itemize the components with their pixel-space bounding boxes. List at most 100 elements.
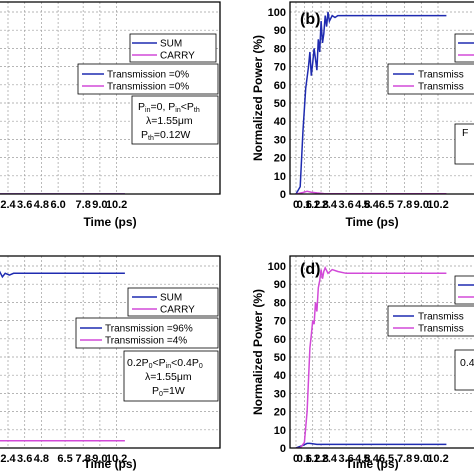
x-tick-label: 3.6: [17, 453, 32, 465]
annotation-power: P0=1W: [152, 385, 185, 398]
legend-transmission-carry: Transmission =4%: [105, 336, 187, 347]
y-tick-label: 10: [274, 425, 286, 437]
legend-transmission-sum: Transmiss: [418, 70, 464, 81]
panel-d-series: [295, 265, 447, 448]
legend-sum-label: SUM: [160, 293, 182, 304]
x-tick-label: 5.4: [364, 453, 380, 465]
x-tick-label: 3.6: [17, 199, 32, 211]
y-tick-label: 30: [274, 134, 286, 146]
annotation-fragment: F: [462, 127, 468, 139]
x-tick-label: 4.8: [355, 453, 370, 465]
panel-c: 2.4 3.6 4.8 6.5 7.8 9.010.2 Time (ps) SUM CAR…: [0, 255, 221, 471]
x-tick-label: 9.0: [414, 453, 429, 465]
legend-transmission-sum: Transmission =0%: [107, 70, 189, 81]
y-tick-label: 20: [274, 153, 286, 165]
x-tick-label: 0.6: [297, 453, 312, 465]
panel-c-x-ticks: 2.4 3.6 4.8 6.5 7.8 9.010.2: [0, 453, 127, 465]
y-tick-label: 50: [274, 352, 286, 364]
legend-transmission-carry: Transmission =0%: [107, 82, 189, 93]
y-tick-label: 90: [274, 279, 286, 291]
panel-c-legend: SUM CARRY: [127, 287, 219, 317]
panel-d-x-ticks: 00.61.21.82.4 3.6 4.85.4 6.5 7.8 9.010.2: [293, 453, 449, 465]
x-tick-label: 0.6: [297, 199, 312, 211]
x-tick-label: 7.8: [76, 453, 91, 465]
y-tick-label: 100: [268, 261, 286, 273]
x-tick-label: 3.6: [338, 199, 353, 211]
legend-carry-label: CARRY: [160, 51, 195, 62]
x-tick-label: 9.0: [414, 199, 429, 211]
x-tick-label: 2.4: [322, 453, 338, 465]
panel-d-ylabel: Normalized Power (%): [251, 289, 265, 415]
panel-c-frame: [0, 255, 221, 449]
y-tick-label: 0: [280, 443, 286, 455]
x-tick-label: 10.2: [106, 199, 127, 211]
y-tick-label: 40: [274, 370, 286, 382]
x-tick-label: 4.8: [355, 199, 370, 211]
panel-d-grid: [290, 256, 474, 449]
panel-d-label: (d): [300, 261, 320, 278]
y-tick-label: 80: [274, 297, 286, 309]
legend-transmission-carry: Transmiss: [418, 82, 464, 93]
panel-c-xlabel: Time (ps): [83, 457, 136, 471]
y-tick-label: 70: [274, 62, 286, 74]
legend-transmission-sum: Transmission =96%: [105, 324, 193, 335]
x-tick-label: 6.0: [50, 199, 65, 211]
series-line-carry: [296, 265, 447, 448]
y-tick-label: 90: [274, 25, 286, 37]
y-tick-label: 60: [274, 80, 286, 92]
x-tick-label: 1.2: [305, 453, 320, 465]
legend-transmission-sum: Transmiss: [418, 312, 464, 323]
legend-sum-label: SUM: [160, 39, 182, 50]
panel-b-y-ticks: 0 10 20 30 40 50 60 70 80 90 100: [268, 7, 286, 201]
x-tick-label: 6.5: [57, 453, 72, 465]
panel-d-annotation: 0.4: [454, 349, 474, 391]
y-tick-label: 70: [274, 316, 286, 328]
panel-a-xlabel: Time (ps): [83, 215, 136, 229]
x-tick-label: 1.8: [313, 453, 328, 465]
panel-d-legend: [454, 275, 474, 305]
panel-c-series: [0, 270, 125, 442]
panel-b-x-ticks: 00.61.21.82.4 3.6 4.85.4 6.5 7.8 9.010.2: [293, 199, 449, 211]
panel-a-annotation: Pin=0, Pin<Pth λ=1.55μm Pth=0.12W: [131, 95, 219, 145]
x-tick-label: 0: [293, 199, 299, 211]
panel-b-ylabel: Normalized Power (%): [251, 35, 265, 161]
series-line-sum: [295, 442, 447, 448]
x-tick-label: 10.2: [106, 453, 127, 465]
annotation-wavelength: λ=1.55μm: [146, 115, 193, 127]
panel-d-frame: [289, 255, 474, 449]
x-tick-label: 9.0: [92, 453, 107, 465]
panel-a-x-ticks: 2.4 3.6 4.8 6.0 7.8 9.010.2: [0, 199, 127, 211]
y-tick-label: 20: [274, 407, 286, 419]
x-tick-label: 9.0: [92, 199, 107, 211]
panel-b-xlabel: Time (ps): [345, 215, 398, 229]
panel-b-label: (b): [300, 11, 320, 28]
panel-d-y-ticks: 0 10 20 30 40 50 60 70 80 90 100: [268, 261, 286, 455]
panel-a-legend: SUM CARRY: [129, 33, 217, 63]
annotation-fragment: 0.4: [460, 357, 474, 369]
panel-b-legend-transmission: Transmiss Transmiss: [387, 63, 474, 95]
legend-carry-label: CARRY: [160, 305, 195, 316]
panel-a-legend-transmission: Transmission =0% Transmission =0%: [77, 63, 219, 95]
y-tick-label: 50: [274, 98, 286, 110]
annotation-threshold: Pth=0.12W: [141, 129, 190, 142]
panel-b-legend: [454, 33, 474, 63]
y-tick-label: 10: [274, 171, 286, 183]
panel-a-grid: [0, 2, 220, 195]
annotation-wavelength: λ=1.55μm: [145, 371, 192, 383]
annotation-condition: 0.2P0<Pin<0.4P0: [127, 357, 203, 370]
x-tick-label: 7.8: [397, 453, 412, 465]
panel-c-annotation: 0.2P0<Pin<0.4P0 λ=1.55μm P0=1W: [123, 350, 219, 402]
panel-d-legend-transmission: Transmiss Transmiss: [387, 305, 474, 337]
x-tick-label: 2.4: [322, 199, 338, 211]
x-tick-label: 3.6: [338, 453, 353, 465]
panel-a: 2.4 3.6 4.8 6.0 7.8 9.010.2 Time (ps) SUM CAR…: [0, 1, 221, 229]
x-tick-label: 4.8: [34, 453, 49, 465]
panel-b-annotation: F: [454, 123, 474, 165]
y-tick-label: 30: [274, 388, 286, 400]
y-tick-label: 0: [280, 189, 286, 201]
panel-a-frame: [0, 1, 221, 195]
y-tick-label: 60: [274, 334, 286, 346]
x-tick-label: 0: [293, 453, 299, 465]
x-tick-label: 2.4: [0, 199, 16, 211]
